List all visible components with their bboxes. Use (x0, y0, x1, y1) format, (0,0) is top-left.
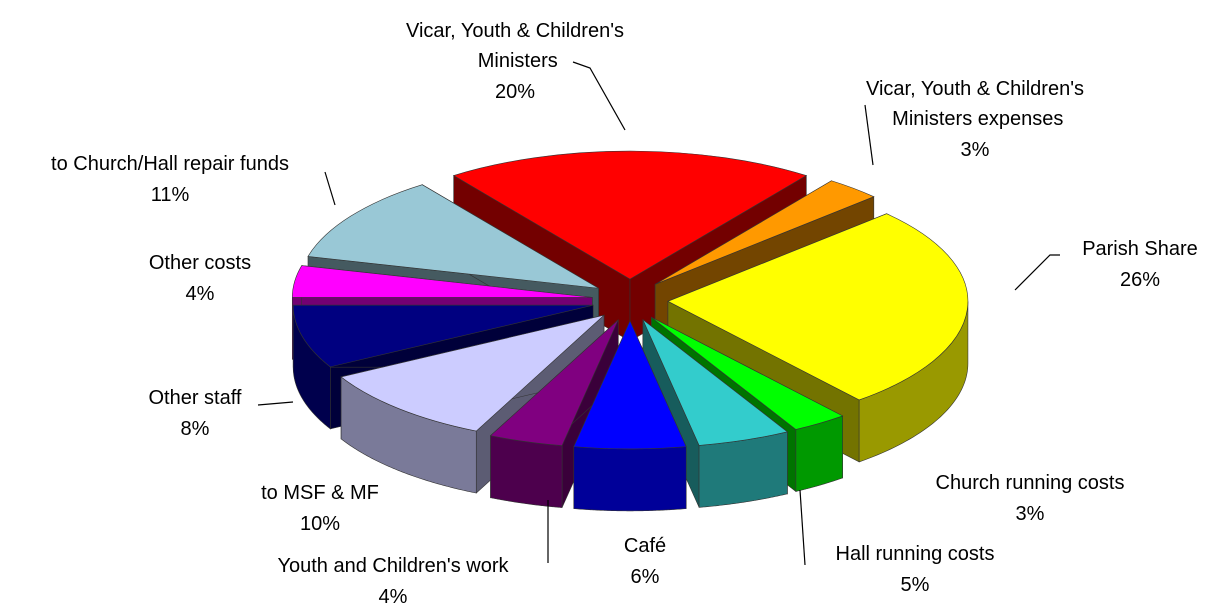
label-line: Youth and Children's work (278, 555, 510, 577)
slice-label: Youth and Children's work (278, 555, 510, 577)
slice-percent: 5% (901, 574, 930, 596)
label-line: Vicar, Youth & Children's (406, 20, 624, 42)
leader-line (572, 61, 626, 131)
slice-percent: 11% (151, 184, 190, 206)
label-line: to MSF & MF (261, 482, 379, 504)
slice-label: Hall running costs (836, 543, 995, 565)
label-line: Other staff (148, 387, 241, 409)
slice-top (667, 213, 969, 401)
slice-percent: 4% (186, 283, 215, 305)
slice-label: Vicar, Youth & Children's Ministers (406, 20, 624, 72)
label-line: Parish Share (1082, 238, 1198, 260)
slice-label: Church running costs (936, 472, 1125, 494)
slice-top (651, 317, 844, 430)
leader-line (799, 489, 806, 566)
label-line: Vicar, Youth & Children's (866, 78, 1084, 100)
slice-percent: 4% (379, 586, 408, 606)
leader-line (864, 104, 874, 166)
leader-line (324, 171, 336, 206)
slice-wall (490, 435, 563, 508)
slice-percent: 3% (1016, 503, 1045, 525)
slice-label: to MSF & MF (261, 482, 379, 504)
slice-label: Vicar, Youth & Children's Ministers expe… (866, 78, 1084, 130)
slice-label: Parish Share (1082, 238, 1198, 260)
slice-top (452, 150, 808, 280)
slice-percent: 6% (631, 566, 660, 588)
slice-label: Other costs (149, 252, 251, 274)
slice-label: to Church/Hall repair funds (51, 153, 289, 175)
slice (573, 320, 687, 512)
slice-percent: 10% (300, 513, 340, 535)
slice-label: Café (624, 535, 666, 557)
slice-top (654, 180, 875, 285)
label-line: Other costs (149, 252, 251, 274)
leader-line (1014, 254, 1060, 291)
slice-top (642, 319, 789, 446)
slice-top (307, 184, 599, 289)
label-line: Hall running costs (836, 543, 995, 565)
slice-percent: 3% (961, 139, 990, 161)
slice-top (573, 320, 687, 450)
slice-percent: 8% (181, 418, 210, 440)
label-line: Church running costs (936, 472, 1125, 494)
slice-percent: 20% (495, 81, 535, 103)
slice-top (340, 314, 606, 432)
slice (642, 319, 789, 508)
label-line: Ministers (472, 50, 558, 72)
leader-line (257, 401, 294, 406)
slice-percent: 26% (1120, 269, 1160, 291)
slice-top (489, 319, 619, 446)
label-line: to Church/Hall repair funds (51, 153, 289, 175)
slice-top (291, 265, 593, 298)
label-line: Café (624, 535, 666, 557)
slice-top (292, 304, 594, 368)
label-line: Ministers expenses (887, 108, 1064, 130)
slice-wall (573, 446, 687, 512)
slice-label: Other staff (148, 387, 241, 409)
